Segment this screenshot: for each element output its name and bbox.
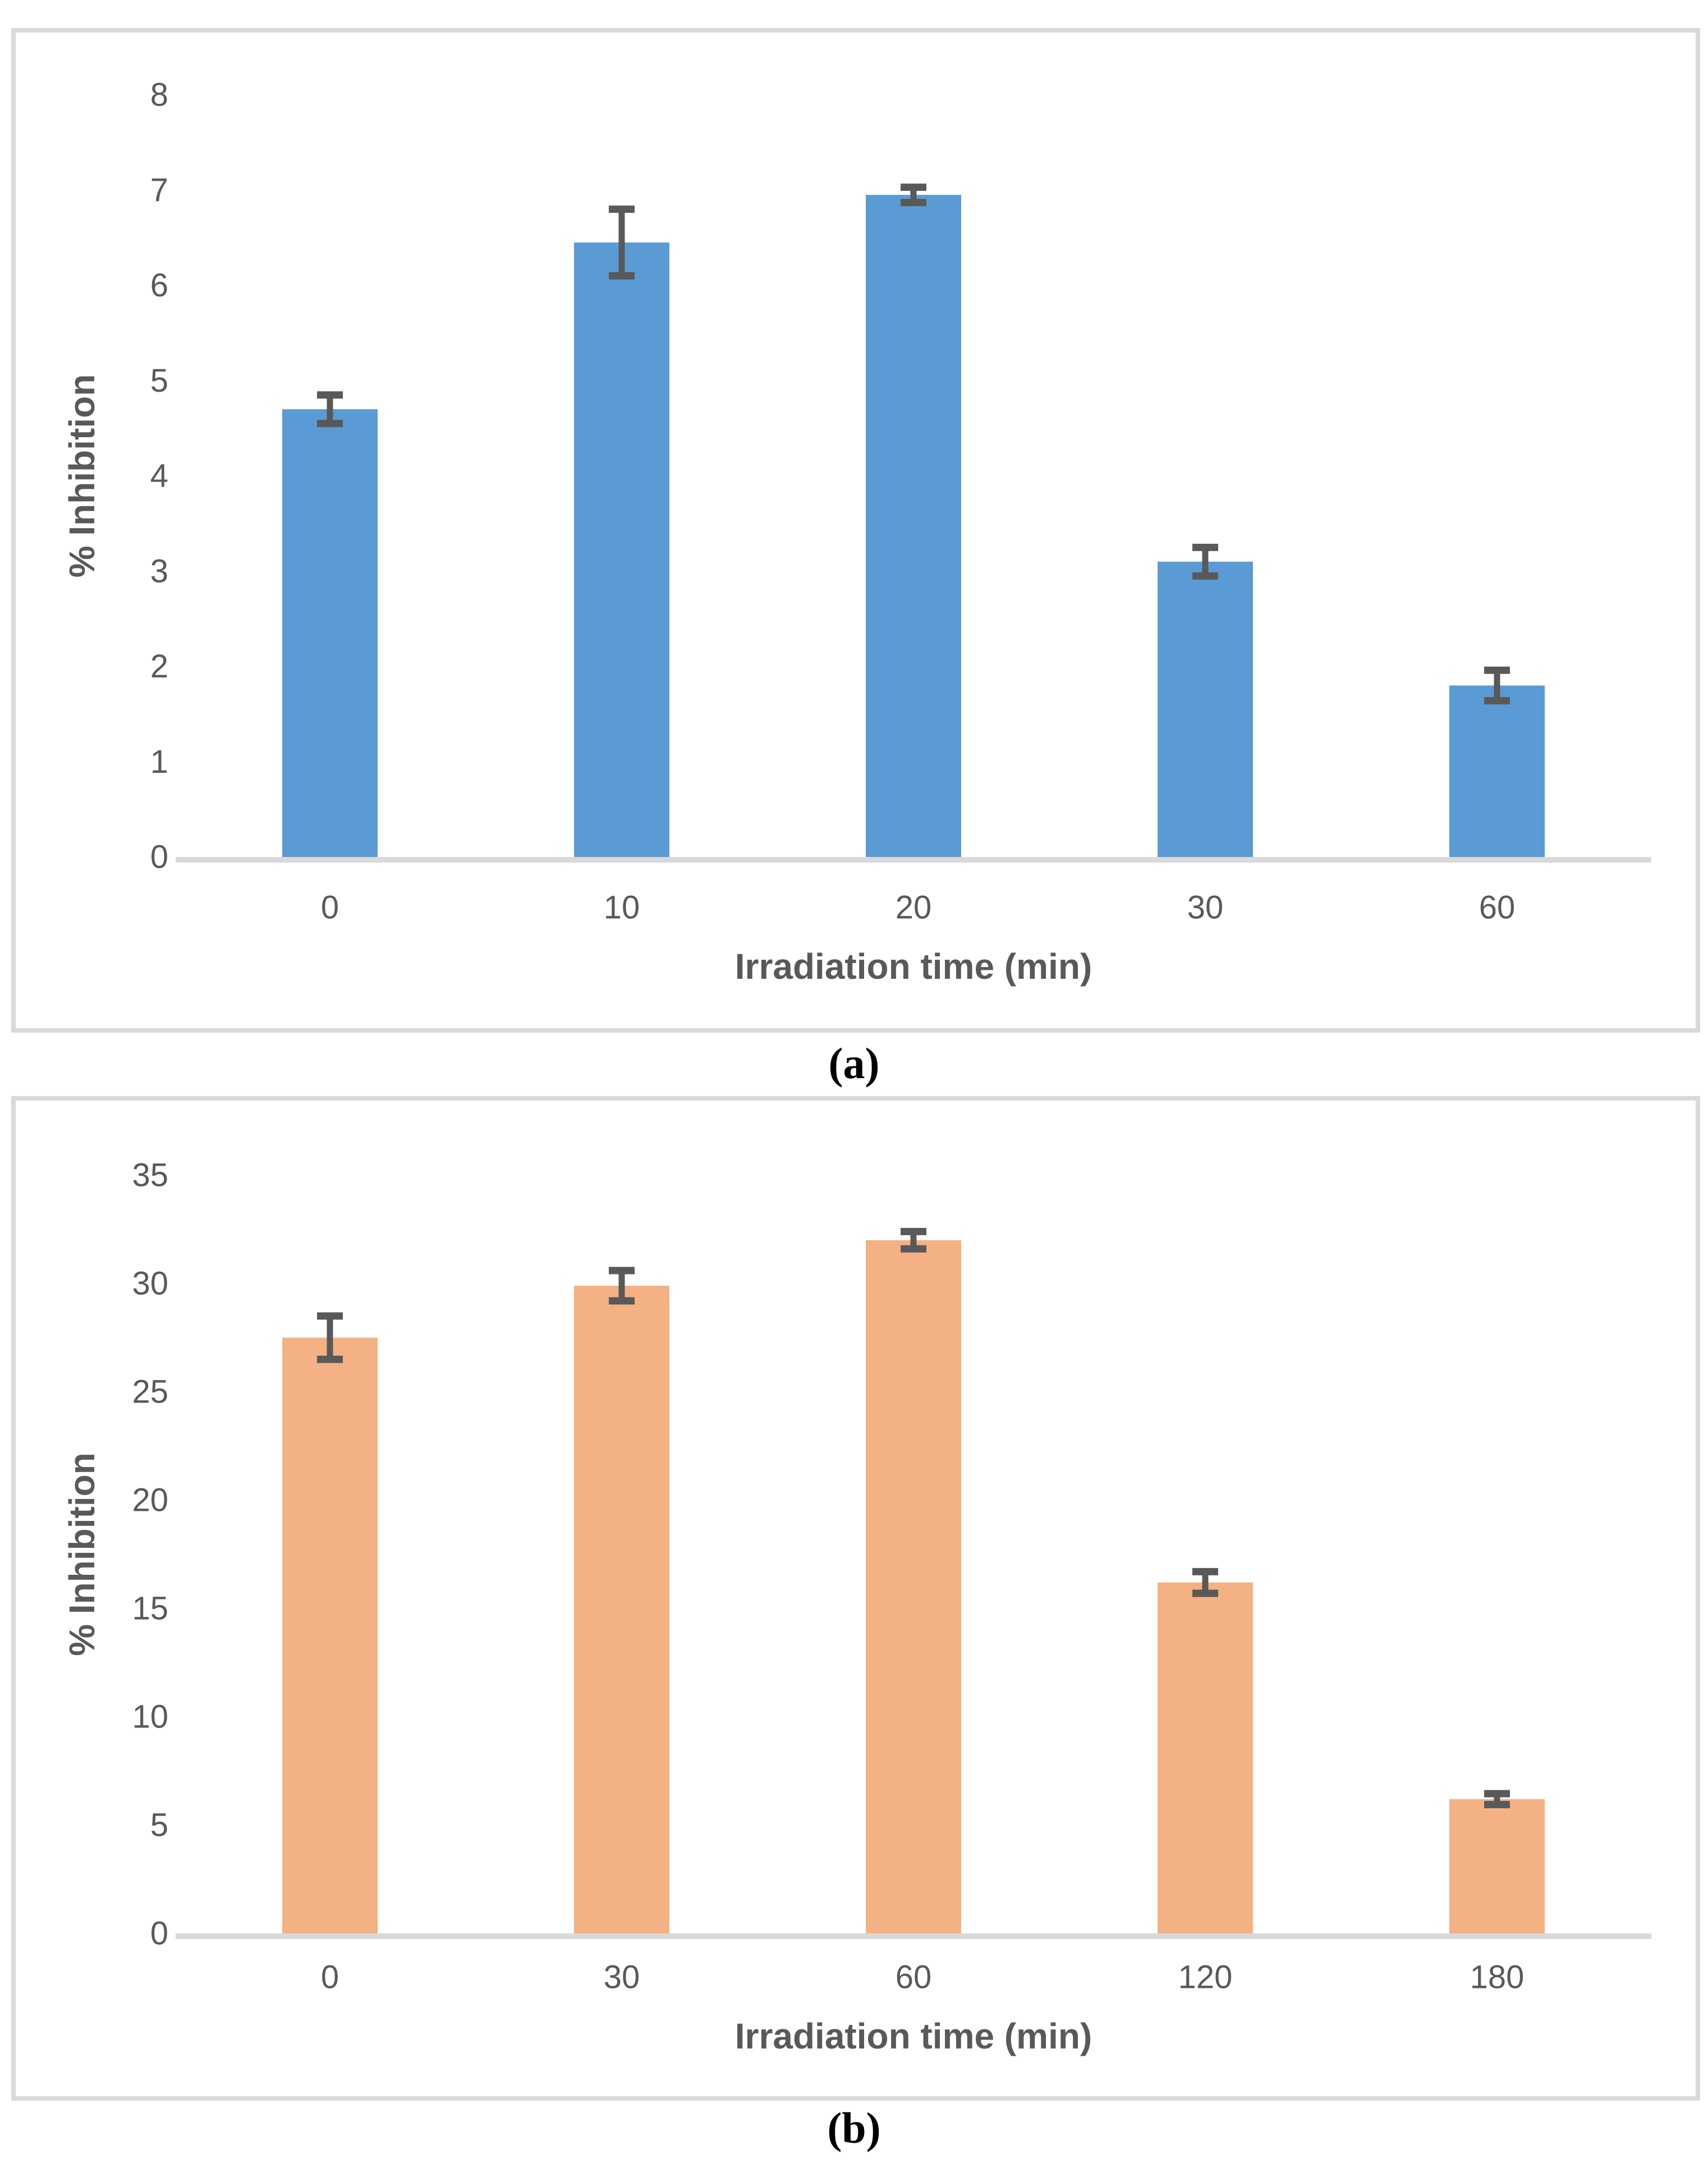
y-axis-title: % Inhibition (62, 374, 102, 578)
y-tick-label-7: 7 (150, 172, 168, 208)
x-axis-line (176, 1933, 1651, 1939)
y-tick-label-3: 3 (150, 553, 168, 589)
y-axis-title: % Inhibition (62, 1452, 102, 1656)
y-tick-label-4: 4 (150, 458, 168, 494)
chart-b-bar-chart: 0 5 10 15 20 25 30 35 0 30 60 120 180 Irradiation tim… (62, 1157, 1651, 2056)
bar-30 (574, 1285, 669, 1933)
bar-0 (282, 1337, 378, 1933)
bar-60 (1449, 685, 1545, 857)
bar-180 (1449, 1799, 1545, 1933)
x-axis-line (176, 857, 1651, 863)
x-tick-label-0: 0 (321, 890, 339, 926)
x-tick-label-0: 0 (321, 1959, 339, 1996)
x-tick-label-180: 180 (1470, 1959, 1525, 1996)
y-tick-label-15: 15 (132, 1591, 168, 1627)
bar-0 (282, 409, 378, 857)
bar-20 (866, 195, 961, 857)
bar-10 (574, 242, 669, 857)
bar-30 (1158, 561, 1253, 857)
y-tick-label-6: 6 (150, 267, 168, 304)
y-tick-label-35: 35 (132, 1157, 168, 1194)
chart-a-frame: 0 1 2 3 4 5 6 7 8 0 10 20 30 60 Irradiation time (min)… (11, 28, 1700, 1033)
bar-120 (1158, 1582, 1253, 1933)
y-tick-label-25: 25 (132, 1374, 168, 1410)
x-axis-title: Irradiation time (min) (735, 946, 1092, 987)
x-tick-label-60: 60 (1479, 890, 1516, 926)
y-tick-label-5: 5 (150, 363, 168, 399)
y-tick-label-8: 8 (150, 77, 168, 113)
y-tick-label-0: 0 (150, 1915, 168, 1952)
x-tick-label-20: 20 (896, 890, 932, 926)
x-tick-label-30: 30 (1187, 890, 1224, 926)
y-tick-label-2: 2 (150, 648, 168, 685)
y-tick-label-1: 1 (150, 744, 168, 780)
y-tick-label-30: 30 (132, 1266, 168, 1302)
x-tick-label-60: 60 (896, 1959, 932, 1996)
x-axis-title: Irradiation time (min) (735, 2016, 1092, 2056)
bar-60 (866, 1240, 961, 1933)
y-tick-label-20: 20 (132, 1482, 168, 1519)
chart-b-frame: 0 5 10 15 20 25 30 35 0 30 60 120 180 Irradiation tim… (11, 1096, 1700, 2101)
y-tick-label-10: 10 (132, 1699, 168, 1735)
x-tick-label-30: 30 (604, 1959, 640, 1996)
caption-b: (b) (827, 2103, 881, 2152)
x-tick-label-10: 10 (604, 890, 640, 926)
y-tick-label-5: 5 (150, 1807, 168, 1844)
y-tick-label-0: 0 (150, 839, 168, 876)
caption-a: (a) (828, 1039, 880, 1088)
chart-a-bar-chart: 0 1 2 3 4 5 6 7 8 0 10 20 30 60 Irradiation time (min)… (62, 77, 1651, 987)
x-tick-label-120: 120 (1178, 1959, 1233, 1996)
